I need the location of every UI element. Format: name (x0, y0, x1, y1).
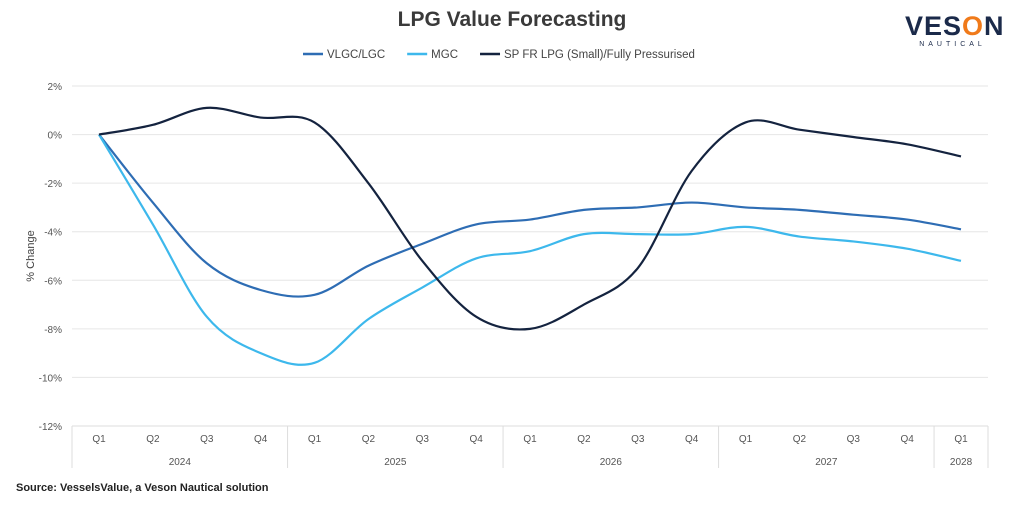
y-tick-label: 2% (48, 82, 63, 93)
logo-sub-text: NAUTICAL (919, 41, 986, 48)
x-tick-label: Q3 (631, 434, 645, 445)
x-tick-label: Q2 (577, 434, 591, 445)
x-tick-label: Q4 (900, 434, 914, 445)
x-year-label: 2024 (169, 457, 192, 468)
y-tick-label: -12% (39, 422, 62, 433)
x-tick-label: Q2 (146, 434, 160, 445)
series-line-vlgc-lgc (98, 133, 962, 298)
x-year-label: 2028 (950, 457, 973, 468)
y-tick-label: 0% (48, 131, 63, 142)
series-line-mgc (98, 134, 962, 366)
x-tick-label: Q4 (254, 434, 268, 445)
y-tick-label: -8% (44, 325, 62, 336)
x-year-label: 2026 (600, 457, 623, 468)
x-tick-label: Q2 (362, 434, 376, 445)
series-line-sp-fr-lpg-small-fully-pressurised (98, 106, 962, 331)
x-year-label: 2027 (815, 457, 838, 468)
legend-label: VLGC/LGC (327, 49, 385, 61)
x-tick-label: Q4 (469, 434, 483, 445)
x-year-label: 2025 (384, 457, 407, 468)
y-tick-label: -6% (44, 276, 62, 287)
logo-main-text: VESON (905, 11, 1005, 41)
x-tick-label: Q3 (847, 434, 861, 445)
x-tick-label: Q4 (685, 434, 699, 445)
line-chart: 2% 0% -2% -4% -6% -8% -10% -12% % Change Q1 Q2 Q3 Q4… (25, 49, 989, 468)
x-tick-label: Q1 (92, 434, 106, 445)
x-tick-label: Q3 (200, 434, 214, 445)
x-tick-label: Q3 (416, 434, 430, 445)
x-tick-label: Q1 (308, 434, 322, 445)
y-tick-label: -4% (44, 228, 62, 239)
source-note: Source: VesselsValue, a Veson Nautical s… (16, 482, 269, 494)
y-tick-label: -10% (39, 373, 62, 384)
x-tick-label: Q1 (739, 434, 753, 445)
x-tick-label: Q2 (793, 434, 807, 445)
x-tick-label: Q1 (954, 434, 968, 445)
legend-label: MGC (431, 49, 458, 61)
y-axis-label: % Change (25, 230, 37, 281)
x-tick-label: Q1 (523, 434, 537, 445)
legend-label: SP FR LPG (Small)/Fully Pressurised (504, 49, 695, 61)
y-tick-label: -2% (44, 179, 62, 190)
chart-title: LPG Value Forecasting (397, 8, 627, 31)
veson-nautical-logo: VESON NAUTICAL (905, 11, 1005, 48)
